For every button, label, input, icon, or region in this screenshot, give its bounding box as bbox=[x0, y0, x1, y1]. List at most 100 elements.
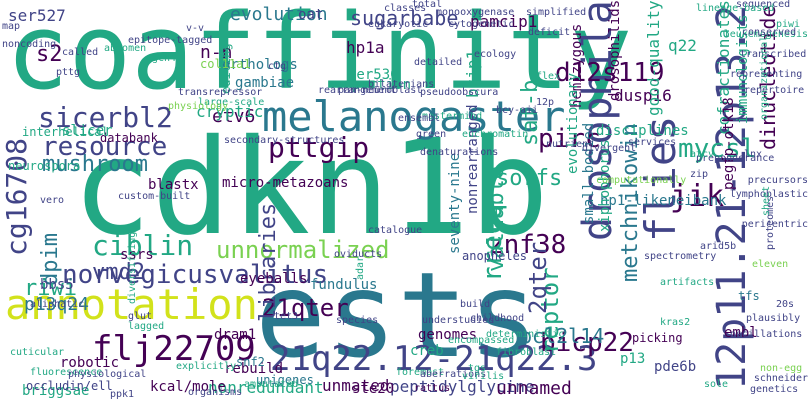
cloud-word: arid5b bbox=[700, 241, 737, 252]
cloud-word: fundulus bbox=[310, 277, 378, 293]
cloud-word: cytogenetic bbox=[448, 19, 515, 30]
cloud-word: cdkn1b bbox=[72, 111, 549, 265]
cloud-word: repertoire bbox=[744, 85, 805, 96]
cloud-word: fluorescence bbox=[30, 367, 103, 378]
cloud-word: amputated bbox=[244, 379, 299, 390]
cloud-word: piwi bbox=[776, 19, 801, 30]
cloud-word: gambiae bbox=[235, 75, 295, 91]
cloud-word: ser527 bbox=[8, 6, 66, 25]
cloud-word: sheet bbox=[761, 185, 772, 216]
cloud-word: flj22709 bbox=[92, 329, 256, 369]
cloud-word: lnx bbox=[744, 149, 763, 160]
cloud-word: classes bbox=[384, 3, 427, 14]
cloud-word: pseudoobscura bbox=[420, 87, 499, 98]
cloud-word: secondary-structures bbox=[224, 135, 345, 146]
cloud-word: kras2 bbox=[660, 317, 691, 328]
cloud-word: map bbox=[2, 21, 21, 32]
cloud-word: lineage-based bbox=[696, 3, 775, 14]
cloud-word: eukaryotic bbox=[368, 19, 429, 30]
cloud-word: picking bbox=[632, 331, 683, 345]
cloud-word: virilis bbox=[462, 371, 505, 382]
cloud-word: peptidylglycine bbox=[390, 377, 535, 396]
cloud-word: rearrangement bbox=[318, 85, 397, 96]
cloud-word: neurospora bbox=[8, 159, 81, 173]
cloud-word: s2 bbox=[36, 42, 63, 67]
cloud-word: ctg bbox=[268, 61, 287, 72]
cloud-word: pericentric bbox=[741, 219, 808, 230]
cloud-word: creb bbox=[410, 343, 444, 359]
cloud-word: orthologs bbox=[222, 57, 298, 73]
cloud-word: ssrs bbox=[120, 247, 154, 263]
cloud-word: epitope-tagged bbox=[128, 35, 213, 46]
cloud-word: mycsl bbox=[678, 134, 757, 164]
cloud-word: ensembl bbox=[398, 113, 441, 124]
cloud-word: pirc bbox=[538, 124, 601, 154]
cloud-word: 2qter bbox=[524, 241, 552, 314]
cloud-word: schneider bbox=[753, 373, 808, 384]
cloud-word: nutrient bbox=[546, 139, 595, 150]
cloud-word: ser530 bbox=[348, 67, 399, 83]
cloud-word: pde6b bbox=[654, 359, 697, 375]
cloud-word: species bbox=[336, 315, 379, 326]
cloud-word: v-v bbox=[186, 23, 205, 34]
cloud-word: riwi bbox=[24, 276, 77, 301]
cloud-word: encompassed bbox=[448, 335, 515, 346]
cloud-word: understudied bbox=[422, 315, 495, 326]
cloud-word: seventy-nine bbox=[447, 152, 463, 254]
cloud-word: tet3 bbox=[274, 311, 299, 322]
cloud-word: diversifying bbox=[127, 231, 138, 304]
cloud-word: simplified bbox=[526, 7, 587, 18]
cloud-word: called bbox=[62, 47, 99, 58]
cloud-word: glut bbox=[128, 311, 153, 322]
cloud-word: eleven bbox=[752, 259, 789, 270]
cloud-word: nonredundant bbox=[208, 378, 324, 397]
cloud-word: coaffinity bbox=[6, 0, 633, 113]
cloud-word: vmd2 bbox=[92, 260, 145, 285]
cloud-word: pamcip1 bbox=[470, 12, 538, 31]
cloud-word: custom-built bbox=[118, 191, 191, 202]
cloud-word: pttg bbox=[56, 67, 81, 78]
cloud-word: adar bbox=[355, 255, 366, 280]
cloud-word: conserved bbox=[742, 27, 797, 38]
cloud-word: 21q22.12-21q22.3 bbox=[270, 339, 598, 379]
cloud-word: catalogue bbox=[368, 225, 423, 236]
cloud-word: euchromatin bbox=[462, 129, 529, 140]
cloud-word: hp1a bbox=[346, 38, 385, 57]
cloud-word: bbs5 bbox=[40, 277, 74, 293]
cloud-word: bcl2l14 bbox=[520, 324, 605, 348]
cloud-word: foremost bbox=[396, 367, 445, 378]
cloud-word: annotation bbox=[5, 280, 258, 329]
cloud-word: oviducts bbox=[334, 249, 383, 260]
cloud-word: ciblin bbox=[92, 229, 194, 262]
cloud-word: artifacts bbox=[660, 277, 715, 288]
cloud-word: transrepressor bbox=[178, 87, 263, 98]
cloud-word: build bbox=[460, 299, 491, 310]
cloud-word: unnamed bbox=[496, 378, 572, 399]
cloud-word: jik bbox=[670, 179, 725, 214]
cloud-word: mushroom bbox=[42, 152, 148, 177]
cloud-word: databank bbox=[100, 131, 158, 145]
cloud-word: cg16708 bbox=[0, 137, 33, 256]
cloud-word: noncoding bbox=[2, 39, 57, 50]
cloud-word: disciplines bbox=[596, 123, 689, 139]
cloud-word: zip bbox=[690, 169, 709, 180]
cloud-word: deficit bbox=[528, 27, 571, 38]
cloud-word: bcy-aii bbox=[496, 105, 539, 116]
cloud-word: 21qter bbox=[262, 294, 349, 322]
cloud-word: fibroblast bbox=[496, 347, 557, 358]
cloud-word: n-n bbox=[200, 42, 233, 63]
cloud-word: genomes bbox=[418, 327, 478, 343]
cloud-word: plausibly bbox=[746, 313, 801, 324]
cloud-word: cuticular bbox=[10, 347, 65, 358]
cloud-word: sicerbl2 bbox=[38, 101, 173, 134]
cloud-word: evolutionary bbox=[565, 72, 581, 174]
cloud-word: resource bbox=[42, 132, 168, 162]
cloud-word: monooxygenase bbox=[436, 7, 515, 18]
cloud-word: ests bbox=[255, 246, 540, 384]
cloud-word: good-quality bbox=[644, 0, 663, 116]
cloud-word: physiological bbox=[68, 369, 147, 380]
cloud-word: 20s bbox=[776, 299, 795, 310]
cloud-word: leukemogenesis bbox=[723, 29, 808, 40]
cloud-word: preponderance bbox=[696, 153, 775, 164]
